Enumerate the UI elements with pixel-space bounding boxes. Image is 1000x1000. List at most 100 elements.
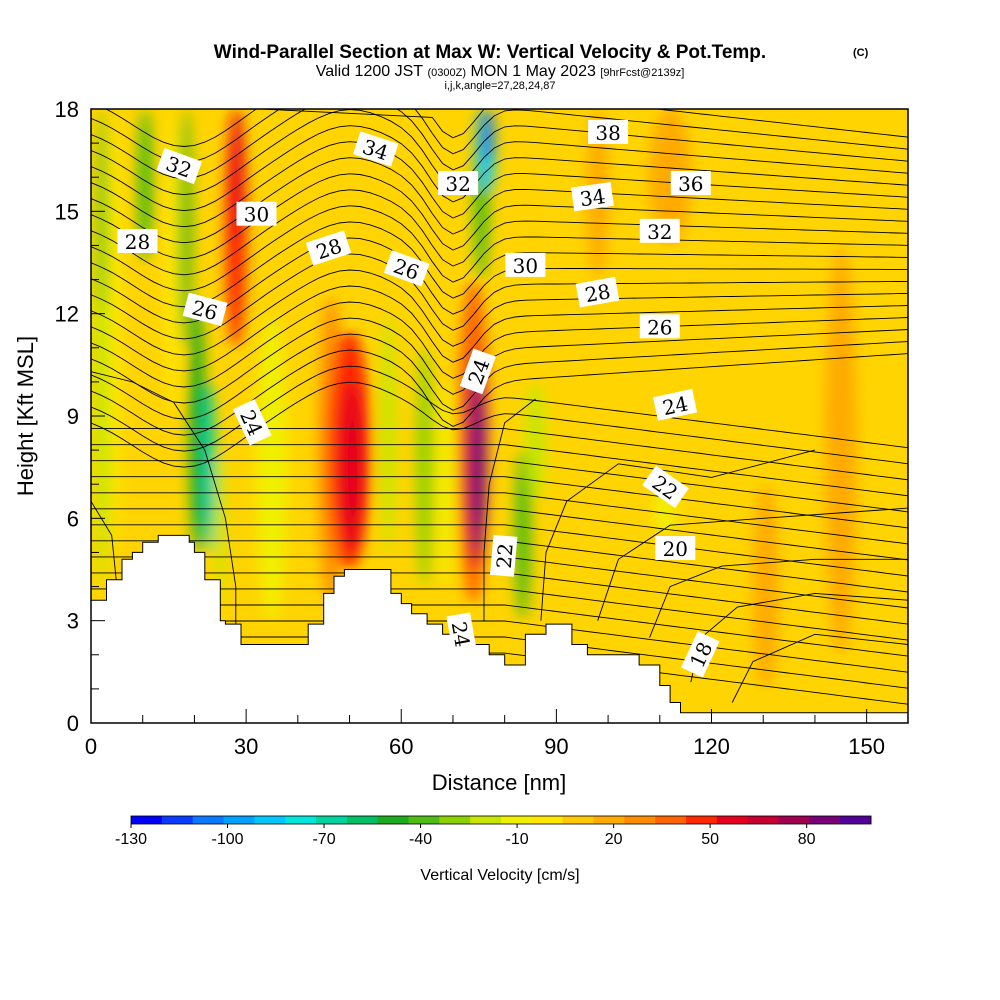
isentrope bbox=[91, 205, 908, 292]
isentrope bbox=[91, 381, 908, 468]
vertical-velocity-field bbox=[93, 109, 857, 689]
colorbar-segment bbox=[470, 816, 502, 824]
contour-label: 30 bbox=[236, 201, 277, 227]
colorbar-segment bbox=[809, 816, 841, 824]
colorbar-tick-label: -40 bbox=[409, 831, 432, 848]
contour-label-text: 38 bbox=[595, 121, 620, 145]
colorbar-segment bbox=[655, 816, 687, 824]
colorbar-segment bbox=[593, 816, 625, 824]
colorbar-segment bbox=[624, 816, 656, 824]
colorbar-segment bbox=[501, 816, 533, 824]
isentrope bbox=[91, 285, 908, 372]
y-tick-label: 0 bbox=[67, 711, 79, 736]
colorbar-tick-label: -10 bbox=[506, 831, 529, 848]
contour-label: 32 bbox=[639, 218, 680, 244]
colorbar-segment bbox=[778, 816, 810, 824]
x-tick-label: 60 bbox=[389, 734, 413, 759]
isentrope bbox=[91, 173, 908, 260]
velocity-band-29 bbox=[752, 484, 779, 689]
contour-label-text: 28 bbox=[583, 279, 612, 307]
isentrope bbox=[91, 428, 908, 481]
contour-label: 38 bbox=[588, 119, 629, 145]
colorbar-segment bbox=[716, 816, 749, 824]
colorbar-segment bbox=[223, 816, 255, 824]
velocity-band-25 bbox=[525, 381, 546, 502]
colorbar-segment bbox=[346, 816, 379, 824]
y-axis: 0 3 6 9 12 15 18 bbox=[55, 97, 105, 736]
x-tick-label: 30 bbox=[234, 734, 258, 759]
isentrope bbox=[91, 371, 237, 638]
isentrope bbox=[91, 141, 908, 228]
velocity-band-16 bbox=[416, 347, 433, 587]
y-tick-label: 15 bbox=[55, 199, 79, 224]
colorbar-segment bbox=[131, 816, 163, 824]
colorbar-tick-label: 20 bbox=[605, 831, 623, 848]
isentrope bbox=[91, 125, 908, 212]
colorbar-tick-label: -130 bbox=[115, 831, 147, 848]
y-tick-label: 18 bbox=[55, 97, 79, 122]
isentrope bbox=[104, 109, 908, 147]
colorbar: -130 -100 -70 -40 -10 20 50 80 bbox=[115, 815, 872, 848]
contour-label-text: 20 bbox=[663, 537, 688, 561]
y-tick-label: 3 bbox=[67, 609, 79, 634]
contour-label-text: 30 bbox=[513, 254, 538, 278]
colorbar-tick-label: 80 bbox=[798, 831, 816, 848]
grid-indices: i,j,k,angle=27,28,24,87 bbox=[444, 80, 555, 92]
velocity-band-24 bbox=[515, 450, 531, 621]
velocity-band-14 bbox=[339, 381, 365, 553]
isentrope bbox=[91, 604, 908, 657]
contour-label: 26 bbox=[182, 292, 228, 327]
forecast-info: [9hrFcst@2139z] bbox=[600, 67, 684, 79]
contour-label: 34 bbox=[570, 182, 614, 212]
isentrope bbox=[91, 189, 908, 276]
valid-prefix: Valid 1200 JST bbox=[316, 63, 424, 80]
velocity-band-17 bbox=[437, 381, 454, 587]
velocity-band-20 bbox=[471, 381, 487, 553]
colorbar-tick-label: 50 bbox=[701, 831, 719, 848]
velocity-band-4 bbox=[163, 109, 182, 416]
isentrope bbox=[91, 620, 908, 673]
valid-date: MON 1 May 2023 bbox=[470, 63, 595, 80]
isentrope bbox=[91, 109, 908, 196]
colorbar-segment bbox=[686, 816, 718, 824]
isentrope bbox=[91, 317, 908, 404]
isentrope bbox=[91, 157, 908, 244]
colorbar-tick-label: -70 bbox=[312, 831, 335, 848]
isentrope bbox=[91, 269, 908, 356]
contour-label-text: 24 bbox=[660, 391, 690, 420]
colorbar-tick-label: -100 bbox=[212, 831, 244, 848]
velocity-band-6 bbox=[189, 296, 205, 553]
isentrope bbox=[597, 507, 908, 621]
colorbar-segment bbox=[747, 816, 779, 824]
isentrope bbox=[91, 524, 908, 577]
contour-label: 36 bbox=[670, 171, 711, 196]
x-tick-label: 90 bbox=[544, 734, 568, 759]
contour-label: 24 bbox=[653, 388, 698, 421]
contour-label-text: 32 bbox=[445, 172, 470, 196]
contour-label-text: 22 bbox=[492, 542, 518, 569]
valid-time-line: Valid 1200 JST (0300Z) MON 1 May 2023 [9… bbox=[316, 63, 685, 80]
isentrope bbox=[91, 253, 908, 340]
colorbar-segment bbox=[285, 816, 317, 824]
contour-label-text: 34 bbox=[578, 184, 607, 211]
colorbar-segment bbox=[377, 816, 409, 824]
isentrope bbox=[91, 237, 908, 324]
isentrope bbox=[91, 301, 908, 388]
chart-title: Wind-Parallel Section at Max W: Vertical… bbox=[214, 42, 766, 63]
colorbar-title: Vertical Velocity [cm/s] bbox=[420, 867, 579, 884]
contour-label: 28 bbox=[117, 229, 158, 254]
isentrope bbox=[91, 476, 908, 529]
terrain bbox=[91, 534, 908, 723]
isentrope bbox=[91, 109, 908, 163]
potential-temperature-contours bbox=[91, 109, 908, 705]
velocity-band-3 bbox=[137, 109, 154, 263]
velocity-band-7 bbox=[202, 381, 216, 553]
isentrope bbox=[483, 398, 536, 621]
isentrope bbox=[91, 588, 908, 641]
y-axis-title: Height [Kft MSL] bbox=[13, 336, 38, 496]
contour-label-text: 26 bbox=[647, 315, 672, 339]
velocity-band-15 bbox=[380, 313, 397, 553]
contour-label-text: 32 bbox=[647, 220, 672, 244]
